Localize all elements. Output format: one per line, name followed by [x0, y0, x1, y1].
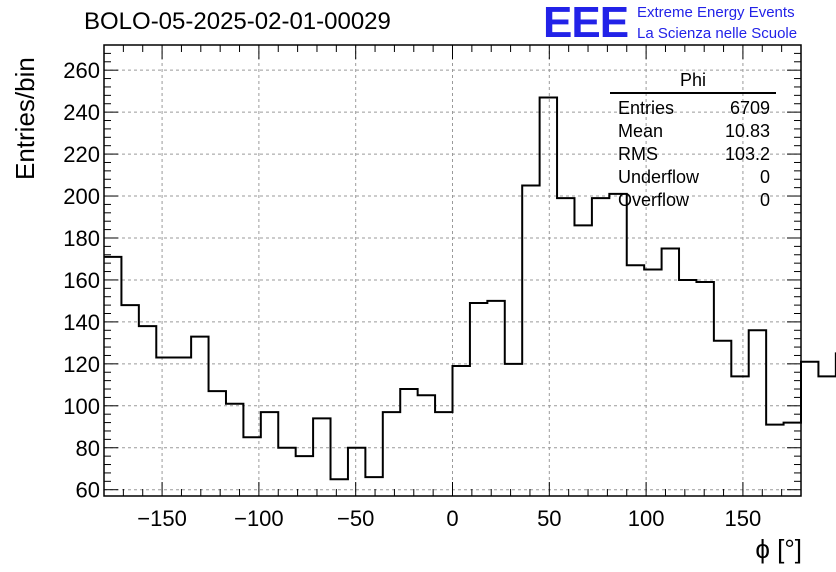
stats-row-mean: Mean 10.83 [610, 120, 776, 143]
stats-title: Phi [610, 70, 776, 94]
stats-value: 103.2 [724, 144, 770, 164]
grid-lines [104, 45, 801, 496]
y-tick-label: 120 [63, 352, 100, 377]
stats-value: 0 [759, 190, 770, 210]
y-tick-label: 200 [63, 184, 100, 209]
eee-logo: EEE [543, 0, 629, 47]
stats-row-overflow: Overflow 0 [610, 189, 776, 212]
y-tick-label: 180 [63, 226, 100, 251]
y-tick-label: 100 [63, 394, 100, 419]
stats-row-entries: Entries 6709 [610, 97, 776, 120]
x-tick-label: 50 [537, 506, 561, 531]
x-axis-label: ϕ [°] [755, 534, 802, 564]
stats-label: Overflow [618, 190, 690, 210]
stats-label: Mean [618, 121, 664, 141]
stats-row-underflow: Underflow 0 [610, 166, 776, 189]
x-tick-label: −150 [137, 506, 187, 531]
tick-marks [103, 44, 802, 496]
stats-value: 6709 [729, 98, 770, 118]
y-tick-label: 160 [63, 268, 100, 293]
y-tick-label: 140 [63, 310, 100, 335]
stats-label: Underflow [618, 167, 700, 187]
stats-row-rms: RMS 103.2 [610, 143, 776, 166]
x-tick-label: −50 [337, 506, 374, 531]
histogram-series [104, 96, 836, 481]
stats-box: Phi Entries 6709 Mean 10.83 RMS 103.2 Un… [610, 70, 776, 212]
org-name-line1: Extreme Energy Events [637, 4, 795, 21]
stats-label: RMS [618, 144, 658, 164]
y-tick-label: 240 [63, 100, 100, 125]
org-name-line2: La Scienza nelle Scuole [637, 25, 798, 42]
y-axis-label: Entries/bin [10, 57, 40, 180]
stats-label: Entries [618, 98, 675, 118]
y-tick-label: 220 [63, 142, 100, 167]
stats-value: 10.83 [724, 121, 770, 141]
x-tick-label: 150 [725, 506, 762, 531]
x-tick-label: −100 [234, 506, 284, 531]
histogram-step-line [104, 96, 836, 481]
y-tick-label: 60 [76, 478, 100, 503]
x-tick-label: 100 [628, 506, 665, 531]
stats-value: 0 [759, 167, 770, 187]
x-tick-label: 0 [446, 506, 458, 531]
y-tick-label: 260 [63, 58, 100, 83]
tick-labels: −150 −100 −50 0 50 100 150 60 80 100 120 140 160 180 2… [63, 58, 761, 531]
chart-title: BOLO-05-2025-02-01-00029 [84, 8, 391, 35]
y-tick-label: 80 [76, 436, 100, 461]
